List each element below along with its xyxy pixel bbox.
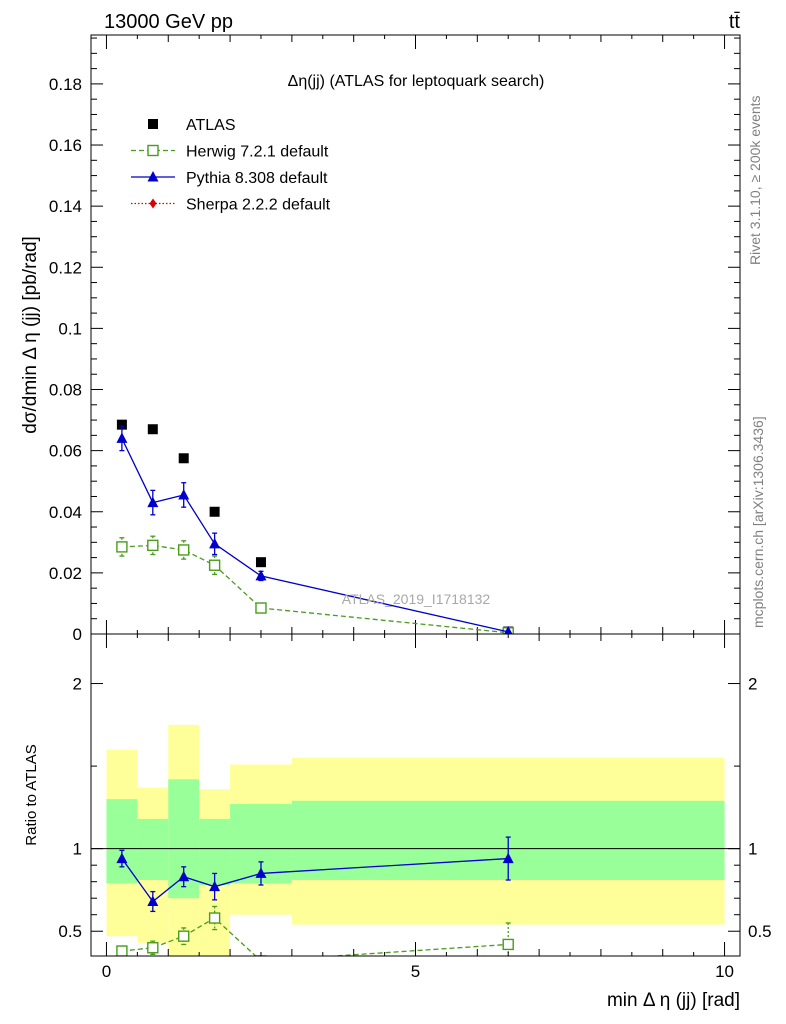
ratio-series-0 xyxy=(116,905,514,956)
x-tick-label: 5 xyxy=(411,962,420,981)
ratio-stat-band xyxy=(106,799,138,884)
main-point xyxy=(147,539,159,552)
main-y-tick-label: 0.14 xyxy=(49,197,82,216)
main-y-tick-label: 0.08 xyxy=(49,381,82,400)
main-y-tick-label: 0.02 xyxy=(49,564,82,583)
main-y-tick-label: 0.04 xyxy=(49,503,82,522)
ratio-y-tick-label: 2 xyxy=(73,675,82,694)
ratio-point xyxy=(116,945,128,956)
x-tick-label: 10 xyxy=(715,962,734,981)
main-series-line xyxy=(121,544,509,634)
ratio-point xyxy=(116,852,128,864)
ratio-y-tick-label: 0.5 xyxy=(58,922,82,941)
ratio-plot-layer: 0.5 0.5 1 1 2 2 0 5 10 xyxy=(58,634,772,981)
legend-label: Pythia 8.308 default xyxy=(186,170,328,187)
x-axis-label: min Δ η (jj) [rad] xyxy=(607,990,740,1011)
main-y-tick-label: 0.18 xyxy=(49,75,82,94)
main-point xyxy=(178,453,189,464)
ratio-series-1 xyxy=(116,836,514,913)
ratio-panel: 0.5 0.5 1 1 2 2 0 5 10 Ratio to ATLAS min Δ η (j… xyxy=(23,633,772,1011)
ratio-point xyxy=(502,938,514,951)
main-point xyxy=(255,569,267,581)
main-point xyxy=(209,506,220,517)
ratio-point xyxy=(178,930,190,942)
main-y-tick-label: 0.12 xyxy=(49,258,82,277)
ratio-point xyxy=(502,852,514,864)
watermark: ATLAS_2019_I1718132 xyxy=(342,591,491,607)
mcplots-label: mcplots.cern.ch [arXiv:1306.3436] xyxy=(750,416,766,628)
ratio-point xyxy=(255,955,267,956)
main-plot-layer: 0 0.02 0.04 0.06 0.08 0.1 0.12 0.14 0.16 0.18 xyxy=(49,35,740,644)
ratio-y-tick-label: 1 xyxy=(73,840,82,859)
ratio-frame xyxy=(90,633,741,957)
main-title: Δη(jj) (ATLAS for leptoquark search) xyxy=(288,73,545,90)
ratio-y-tick-label-right: 0.5 xyxy=(748,922,772,941)
ratio-point xyxy=(255,867,267,878)
legend-marker xyxy=(147,171,159,182)
legend-marker xyxy=(149,198,157,209)
main-point xyxy=(147,496,159,508)
main-series-group xyxy=(116,419,514,634)
legend-label: ATLAS xyxy=(186,117,236,134)
ratio-stat-band xyxy=(137,818,169,881)
main-point xyxy=(255,557,266,568)
main-point xyxy=(116,541,128,553)
ratio-point xyxy=(178,870,190,882)
main-point xyxy=(116,432,128,443)
main-point xyxy=(209,537,221,549)
x-tick-label: 0 xyxy=(102,962,111,981)
main-series-2 xyxy=(116,425,513,634)
ratio-point xyxy=(147,942,159,954)
main-y-tick-label: 0.06 xyxy=(49,442,82,461)
ratio-series-group xyxy=(116,836,514,956)
main-y-tick-label: 0.16 xyxy=(49,136,82,155)
main-series-1 xyxy=(116,535,514,634)
legend: ATLAS Herwig 7.2.1 default Pythia 8.308 de… xyxy=(131,117,331,214)
rivet-label: Rivet 3.1.10, ≥ 200k events xyxy=(747,95,763,265)
main-y-axis-label: dσ/dmin Δ η (jj) [pb/rad] xyxy=(20,236,41,434)
ratio-y-axis-label: Ratio to ATLAS xyxy=(23,744,40,845)
main-series-line xyxy=(121,438,509,633)
main-point xyxy=(178,488,190,500)
header-left: 13000 GeV pp xyxy=(104,11,233,33)
main-point xyxy=(503,625,513,634)
main-panel: 0 0.02 0.04 0.06 0.08 0.1 0.12 0.14 0.16 0.18 Δη(… xyxy=(20,34,741,644)
ratio-y-tick-label-right: 2 xyxy=(748,675,757,694)
legend-marker xyxy=(148,119,158,129)
main-y-tick-label: 0.1 xyxy=(58,319,82,338)
legend-label: Sherpa 2.2.2 default xyxy=(186,197,331,214)
main-point xyxy=(178,544,190,556)
legend-marker xyxy=(147,144,159,157)
main-point xyxy=(116,419,127,430)
main-y-tick-label: 0 xyxy=(73,625,82,644)
ratio-y-tick-label-right: 1 xyxy=(748,840,757,859)
legend-label: Herwig 7.2.1 default xyxy=(186,144,329,161)
main-point xyxy=(255,602,267,614)
ratio-point xyxy=(209,880,221,892)
main-point xyxy=(147,424,158,435)
ratio-point xyxy=(147,895,159,907)
ratio-point xyxy=(208,912,221,924)
header-right: tt̄ xyxy=(729,11,741,33)
main-point xyxy=(208,559,221,571)
ratio-series-line xyxy=(121,857,509,903)
